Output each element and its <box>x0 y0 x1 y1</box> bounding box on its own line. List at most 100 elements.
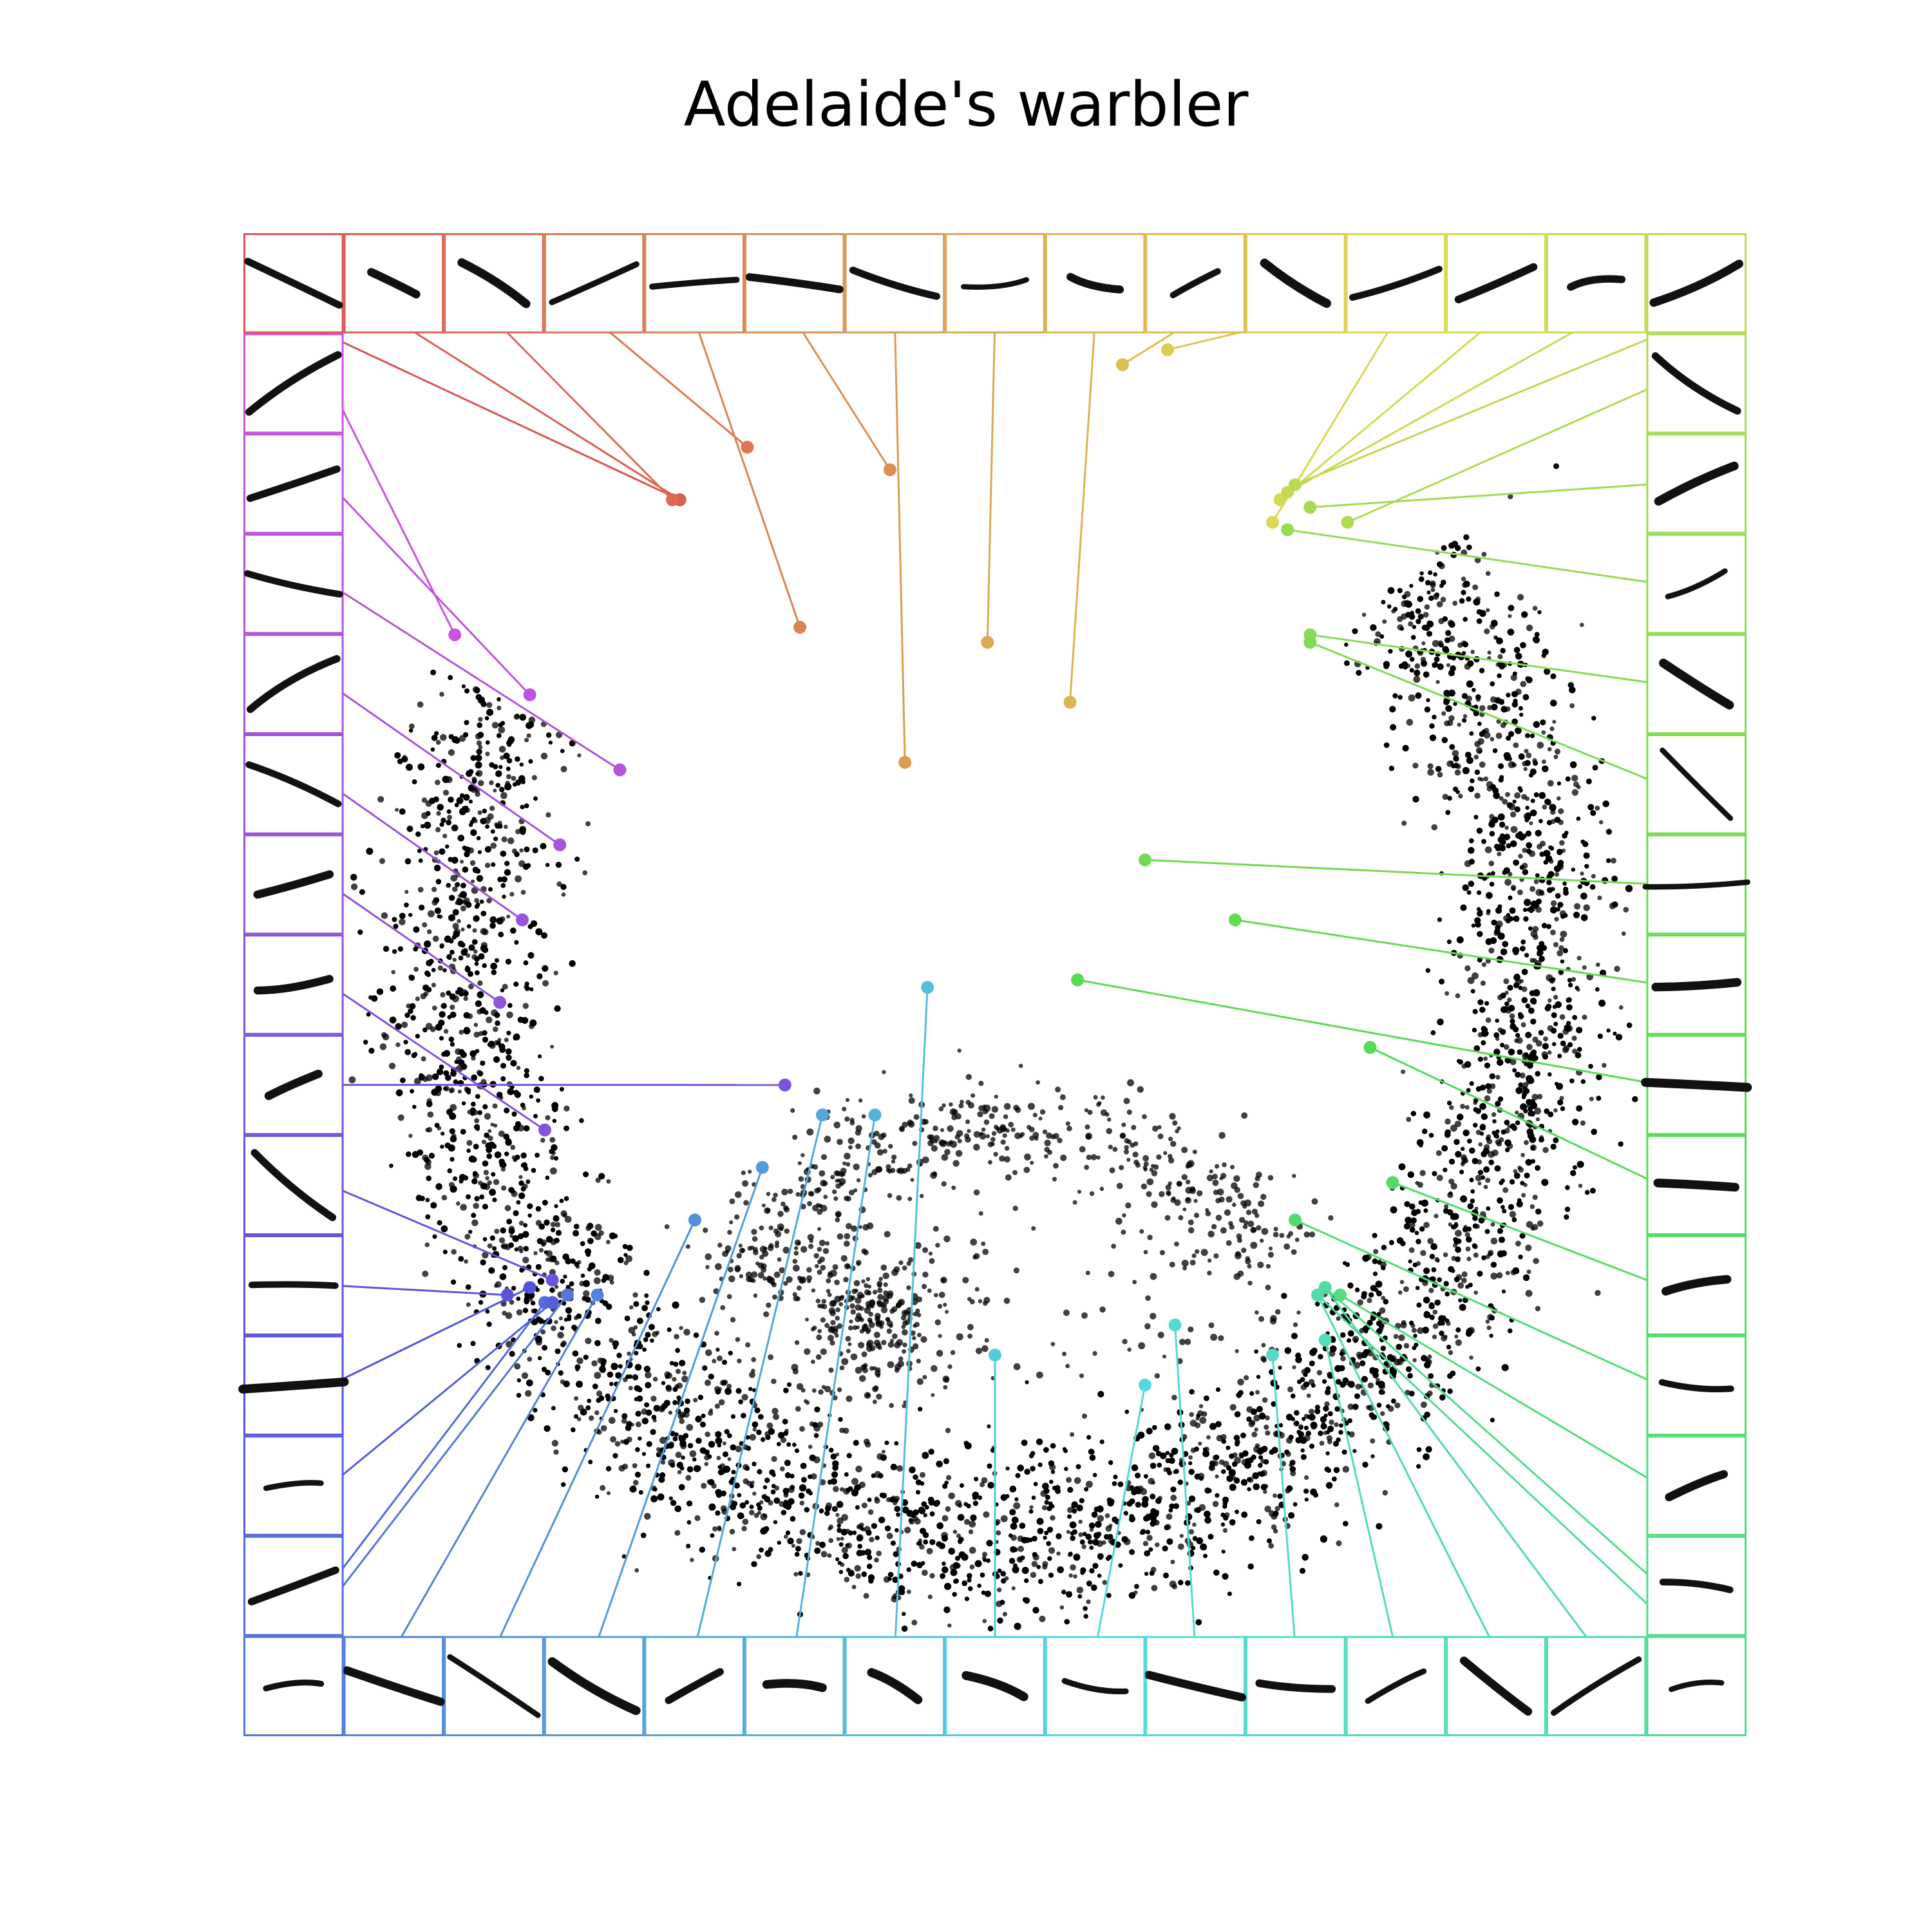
data-point <box>1334 1502 1340 1508</box>
data-point <box>1520 1153 1525 1157</box>
data-point <box>1460 1104 1466 1109</box>
data-point <box>1481 962 1486 967</box>
data-point <box>1430 587 1435 592</box>
data-point <box>1508 493 1513 500</box>
data-point <box>796 1383 804 1390</box>
data-point <box>1394 1402 1401 1408</box>
data-point <box>554 1260 560 1265</box>
data-point <box>1448 1222 1452 1227</box>
data-point <box>1517 594 1524 601</box>
data-point <box>1437 772 1443 778</box>
data-point <box>463 996 468 1001</box>
data-point <box>1505 791 1510 797</box>
data-point <box>1222 1528 1228 1533</box>
data-point <box>443 1028 449 1034</box>
data-point <box>1201 1411 1208 1417</box>
data-point <box>1597 895 1602 900</box>
data-point <box>1513 1169 1518 1174</box>
data-point <box>1534 1107 1542 1115</box>
data-point <box>421 797 428 803</box>
data-point <box>1464 1105 1470 1110</box>
data-point <box>515 829 521 835</box>
data-point <box>1461 1160 1466 1165</box>
data-point <box>851 1477 858 1485</box>
data-point <box>348 1076 356 1084</box>
data-point <box>863 1593 869 1599</box>
data-point <box>475 791 480 797</box>
data-point <box>1432 1323 1439 1329</box>
data-point <box>1611 857 1616 864</box>
data-point <box>1504 826 1509 830</box>
data-point <box>675 1452 682 1459</box>
data-point <box>1454 1334 1459 1339</box>
data-point <box>1532 1036 1539 1043</box>
data-point <box>1401 1069 1406 1074</box>
data-point <box>1535 1040 1542 1047</box>
data-point <box>478 744 483 750</box>
data-point <box>1213 1461 1219 1466</box>
data-point <box>1002 1611 1007 1617</box>
data-point <box>1484 846 1492 853</box>
data-point <box>1490 1083 1496 1090</box>
data-point <box>1177 1543 1184 1550</box>
data-point <box>427 1111 434 1118</box>
data-point <box>1580 871 1584 876</box>
data-point <box>1524 748 1529 753</box>
data-point <box>1421 641 1426 646</box>
data-point <box>920 1472 925 1478</box>
data-point <box>1417 1182 1423 1188</box>
data-point <box>1068 1573 1073 1578</box>
data-point <box>452 958 457 962</box>
data-point <box>1543 1036 1548 1042</box>
data-point <box>481 1139 487 1144</box>
data-point <box>1066 1477 1072 1483</box>
data-point <box>486 1016 493 1023</box>
data-point <box>690 1558 694 1562</box>
data-point <box>996 1530 1001 1536</box>
data-point <box>945 1428 951 1434</box>
data-point <box>1455 1229 1462 1237</box>
data-point <box>854 1565 861 1572</box>
data-point <box>855 1573 861 1579</box>
data-point <box>1505 1271 1510 1275</box>
data-point <box>542 980 549 987</box>
data-point <box>577 1417 582 1421</box>
data-point <box>469 860 476 866</box>
data-point <box>1492 1149 1499 1157</box>
data-point <box>609 1338 614 1343</box>
data-point <box>1029 1505 1034 1510</box>
data-point <box>589 1415 594 1421</box>
data-point <box>969 1546 976 1554</box>
data-point <box>1464 965 1471 972</box>
data-point <box>1403 1343 1410 1349</box>
data-point <box>1319 1441 1325 1446</box>
data-point <box>714 1403 720 1409</box>
data-point <box>1442 793 1448 800</box>
data-point <box>904 1526 911 1534</box>
data-point <box>1559 937 1565 942</box>
data-point <box>473 1202 479 1209</box>
data-point <box>460 860 464 864</box>
data-point <box>1198 1404 1204 1408</box>
data-point <box>980 1482 985 1488</box>
data-point <box>1602 1063 1607 1068</box>
data-point <box>645 1371 652 1379</box>
data-point <box>1435 679 1440 685</box>
data-point <box>942 1515 949 1522</box>
data-point <box>498 746 506 753</box>
data-point <box>506 1011 513 1019</box>
data-point <box>1376 1378 1381 1383</box>
data-point <box>996 1587 1002 1593</box>
data-point <box>1070 1432 1075 1437</box>
data-point <box>1503 978 1510 985</box>
data-point <box>1614 965 1620 972</box>
data-point <box>1443 1334 1448 1339</box>
data-point <box>498 1130 505 1137</box>
data-point <box>1497 654 1503 659</box>
data-point <box>493 1179 500 1186</box>
data-point <box>1526 1269 1531 1274</box>
data-point <box>549 1167 557 1175</box>
data-point <box>1309 1408 1314 1415</box>
data-point <box>554 1222 560 1227</box>
data-point <box>484 1113 491 1120</box>
